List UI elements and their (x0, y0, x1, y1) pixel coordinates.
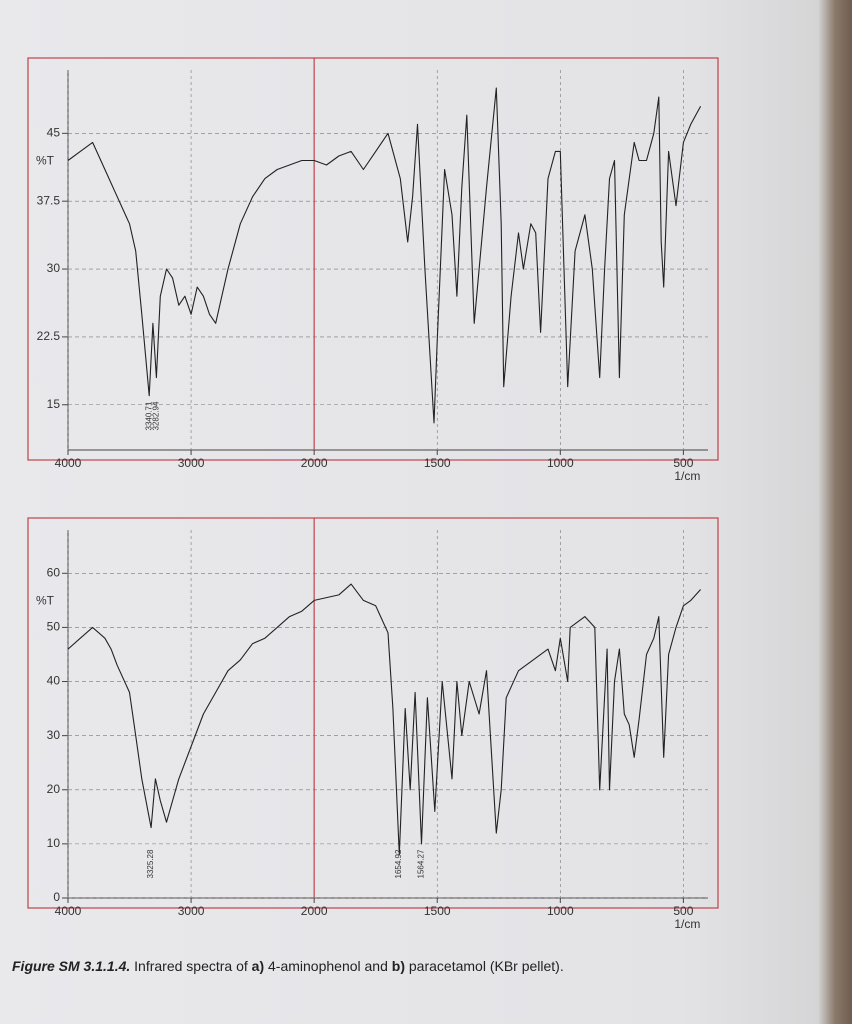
peak-label: 3325.28 (146, 849, 155, 878)
peak-label: 1564.27 (417, 849, 426, 878)
x-tick-label: 4000 (55, 904, 82, 918)
y-tick-label: 10 (47, 836, 61, 850)
x-axis-label: 1/cm (674, 469, 700, 483)
caption-text: paracetamol (KBr pellet). (408, 958, 564, 974)
spectrum-line (67, 583, 702, 856)
frame (27, 57, 719, 461)
y-tick-label: 0 (53, 890, 60, 904)
y-tick-label: 37.5 (37, 193, 61, 207)
caption-label: Figure SM 3.1.1.4. (12, 958, 131, 974)
peak-label: 3340.71 (144, 401, 153, 430)
x-tick-label: 500 (673, 904, 693, 918)
x-tick-label: 3000 (178, 904, 205, 918)
caption: Figure SM 3.1.1.4. Infrared spectra of a… (12, 958, 564, 974)
y-tick-label: 60 (47, 565, 61, 579)
frame (27, 517, 719, 909)
y-tick-label: 20 (47, 782, 61, 796)
peak-label: 3282.94 (151, 401, 160, 430)
y-tick-label: 30 (47, 261, 61, 275)
x-tick-label: 2000 (301, 456, 328, 470)
caption-text: Infrared spectra of (134, 958, 248, 974)
x-axis-label: 1/cm (674, 917, 700, 931)
x-tick-label: 500 (673, 456, 693, 470)
caption-part: b) (391, 958, 405, 974)
x-tick-label: 1000 (547, 904, 574, 918)
x-tick-label: 3000 (178, 456, 205, 470)
y-tick-label: 50 (47, 620, 61, 634)
caption-part: a) (251, 958, 265, 974)
y-tick-label: 30 (47, 728, 61, 742)
x-tick-label: 4000 (55, 456, 82, 470)
y-axis-label: %T (36, 593, 55, 607)
spectrum-line (67, 87, 702, 424)
y-tick-label: 40 (47, 674, 61, 688)
y-axis-label: %T (36, 154, 55, 168)
y-tick-label: 22.5 (37, 329, 61, 343)
x-tick-label: 1500 (424, 904, 451, 918)
x-tick-label: 1500 (424, 456, 451, 470)
y-tick-label: 45 (47, 126, 61, 140)
caption-text: 4-aminophenol and (268, 958, 388, 974)
y-tick-label: 15 (47, 397, 61, 411)
peak-label: 1654.92 (394, 849, 403, 878)
x-tick-label: 1000 (547, 456, 574, 470)
x-tick-label: 2000 (301, 904, 328, 918)
